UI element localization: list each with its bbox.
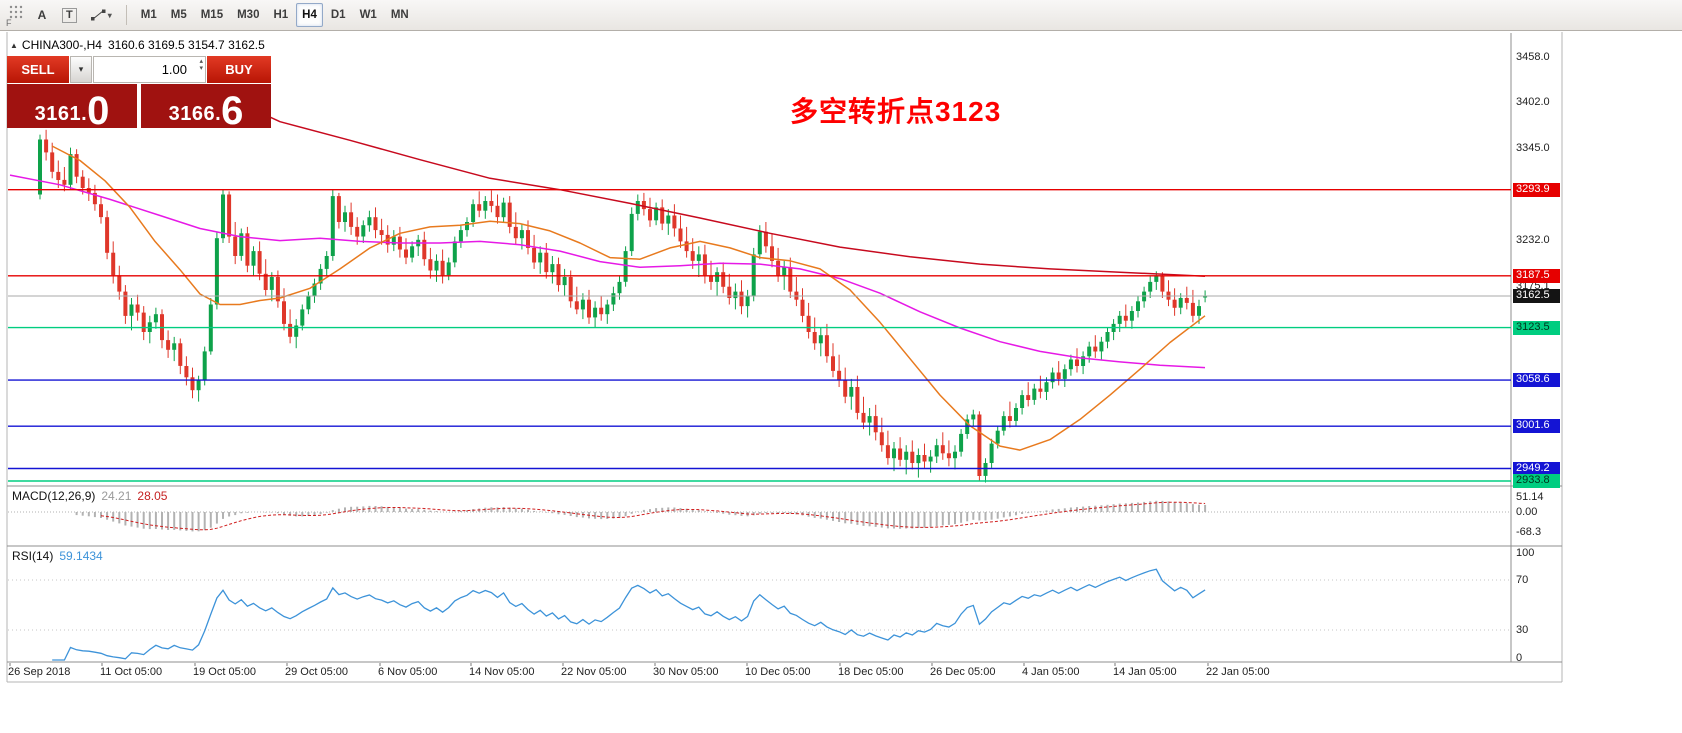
macd-axis-label: 0.00: [1516, 506, 1538, 518]
ma-fast-orange: [51, 145, 1206, 451]
sell-price-last-digit: 0: [87, 89, 110, 128]
date-label: 26 Dec 05:00: [930, 666, 996, 678]
toolbar-handle-label: F: [6, 18, 12, 28]
date-label: 11 Oct 05:00: [100, 666, 163, 678]
rsi-name: RSI(14): [12, 549, 54, 563]
rsi-axis-label: 30: [1516, 624, 1529, 636]
date-label: 14 Jan 05:00: [1113, 666, 1177, 678]
buy-price-last-digit: 6: [221, 89, 244, 128]
sell-button[interactable]: SELL: [7, 56, 69, 83]
macd-axis-label: 51.14: [1516, 490, 1544, 503]
price-line-badge[interactable]: 2949.2: [1513, 461, 1560, 476]
date-label: 14 Nov 05:00: [469, 666, 535, 678]
volume-dropdown-button[interactable]: ▾: [70, 56, 92, 83]
buy-price-display[interactable]: 3166. 6: [141, 84, 271, 128]
price-line-badge[interactable]: 2933.8: [1513, 474, 1560, 488]
date-label: 4 Jan 05:00: [1022, 666, 1080, 678]
macd-axis-label: -68.3: [1516, 526, 1542, 539]
date-label: 22 Nov 05:00: [561, 666, 627, 678]
chevron-down-icon: ▾: [107, 10, 112, 20]
buy-button[interactable]: BUY: [207, 56, 271, 83]
date-label: 22 Jan 05:00: [1206, 666, 1270, 678]
top-toolbar: F A T ▾ M1 M5 M15 M30 H1 H4 D1 W1 MN: [0, 0, 1682, 31]
chart-annotation: 多空转折点3123: [790, 96, 1002, 127]
timeframe-h4[interactable]: H4: [296, 3, 323, 27]
macd-indicator-label: MACD(12,26,9) 24.21 28.05: [12, 489, 173, 503]
chart-title: ▲ CHINA300-,H4 3160.6 3169.5 3154.7 3162.5: [10, 38, 265, 52]
trade-panel-prices: 3161. 0 3166. 6: [7, 84, 271, 128]
price-line-badge[interactable]: 3293.9: [1513, 182, 1560, 197]
price-line-badge[interactable]: 3162.5: [1513, 289, 1560, 304]
timeframe-w1[interactable]: W1: [354, 3, 383, 27]
sell-price-display[interactable]: 3161. 0: [7, 84, 137, 128]
date-label: 18 Dec 05:00: [838, 666, 904, 678]
rsi-value: 59.1434: [59, 549, 103, 563]
timeframe-m15[interactable]: M15: [195, 3, 229, 27]
price-line-badge[interactable]: 3001.6: [1513, 419, 1560, 434]
sell-price-main: 3161.: [34, 103, 88, 125]
rsi-indicator-label: RSI(14) 59.1434: [12, 549, 109, 563]
drawing-tools-button[interactable]: ▾: [85, 3, 118, 27]
price-tick-label: 3232.0: [1516, 233, 1550, 246]
chevron-down-icon: ▾: [78, 64, 84, 74]
volume-input[interactable]: 1.00 ▴ ▾: [93, 56, 206, 83]
trendline-icon: [90, 9, 106, 20]
price-tick-label: 3175.1: [1516, 279, 1550, 292]
volume-spinner[interactable]: ▴ ▾: [199, 58, 203, 72]
buy-price-main: 3166.: [168, 103, 222, 125]
date-label: 10 Dec 05:00: [745, 666, 811, 678]
date-label: 30 Nov 05:00: [653, 666, 719, 678]
date-label: 26 Sep 2018: [8, 666, 71, 678]
toolbar-drag-handle[interactable]: F: [4, 2, 28, 28]
date-label: 6 Nov 05:00: [378, 666, 438, 678]
price-line-badge[interactable]: 3187.5: [1513, 268, 1560, 283]
text-tool-button[interactable]: A: [30, 3, 54, 27]
timeframe-m5[interactable]: M5: [165, 3, 193, 27]
price-tick-label: 3458.0: [1516, 51, 1550, 63]
chart-ohlc-values: 3160.6 3169.5 3154.7 3162.5: [107, 38, 265, 52]
timeframe-d1[interactable]: D1: [325, 3, 352, 27]
timeframe-h1[interactable]: H1: [267, 3, 294, 27]
price-line-badge[interactable]: 3123.5: [1513, 320, 1560, 335]
price-tick-label: 3402.0: [1516, 96, 1550, 109]
date-label: 29 Oct 05:00: [285, 666, 348, 678]
grip-icon: [9, 5, 23, 19]
macd-signal-value: 28.05: [137, 489, 168, 503]
label-tool-button[interactable]: T: [56, 3, 83, 27]
macd-main-value: 24.21: [101, 489, 132, 503]
rsi-line: [52, 568, 1206, 661]
volume-value: 1.00: [161, 62, 187, 77]
timeframe-mn[interactable]: MN: [385, 3, 415, 27]
price-tick-label: 3345.0: [1516, 142, 1550, 155]
one-click-trading-panel: SELL ▾ 1.00 ▴ ▾ BUY 3161. 0 3166. 6: [7, 56, 271, 128]
label-tool-glyph: T: [62, 7, 77, 23]
toolbar-separator: [125, 5, 127, 25]
price-line-badge[interactable]: 3058.6: [1513, 373, 1560, 388]
timeframe-m30[interactable]: M30: [231, 3, 265, 27]
macd-signal-line: [100, 501, 1206, 531]
trade-panel-controls: SELL ▾ 1.00 ▴ ▾ BUY: [7, 56, 271, 83]
ma-mid-magenta: [9, 174, 1206, 369]
macd-name: MACD(12,26,9): [12, 489, 96, 503]
chart-symbol-timeframe: CHINA300-,H4: [21, 38, 102, 52]
rsi-axis-label: 70: [1516, 574, 1529, 586]
date-label: 19 Oct 05:00: [193, 666, 256, 678]
ma-slow-red: [244, 104, 1206, 277]
timeframe-m1[interactable]: M1: [135, 3, 163, 27]
one-click-panel-toggle-icon[interactable]: ▲: [10, 41, 18, 50]
rsi-axis-label: 0: [1516, 652, 1523, 664]
rsi-axis-label: 100: [1516, 547, 1535, 559]
